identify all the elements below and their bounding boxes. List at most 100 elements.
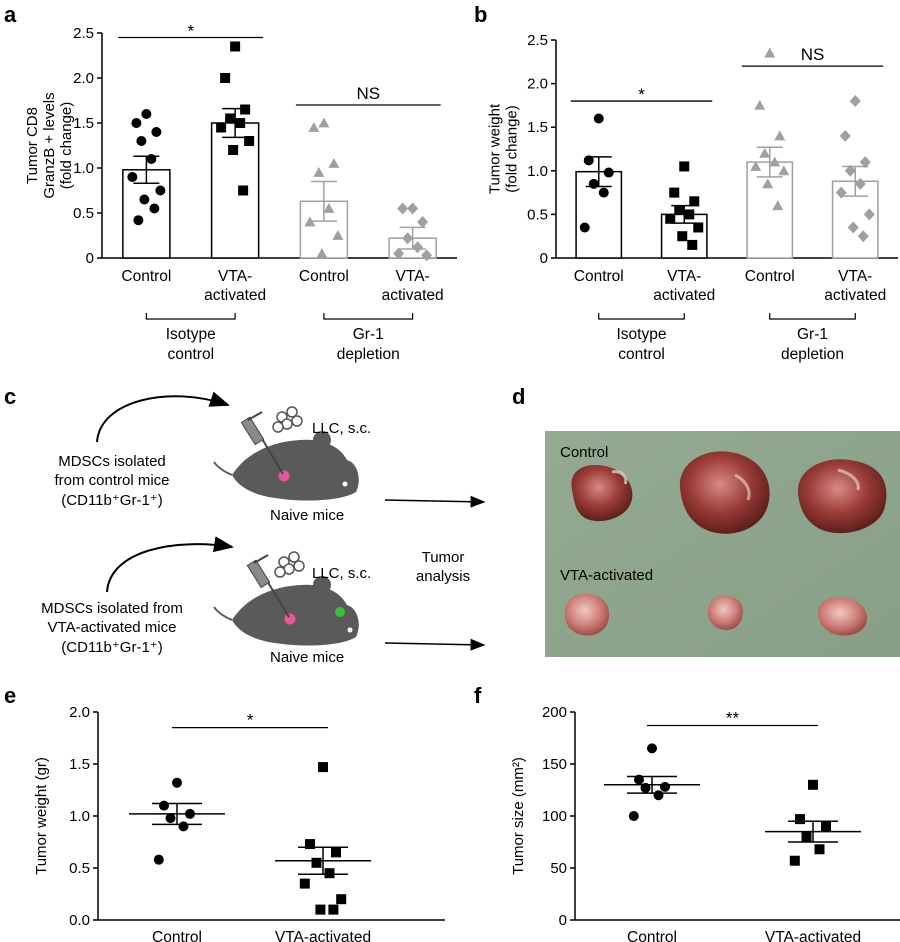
- data-point: [417, 216, 429, 228]
- tumor-control-1: [571, 465, 633, 522]
- y-tick-label: 150: [542, 756, 567, 773]
- significance-label: *: [638, 85, 645, 104]
- panel-label-d: d: [512, 384, 525, 409]
- data-point: [151, 127, 162, 137]
- data-point: [127, 172, 138, 182]
- data-point: [801, 831, 812, 842]
- data-point: [155, 185, 166, 196]
- y-tick-label: 0: [559, 912, 567, 929]
- data-point: [628, 811, 639, 821]
- data-point: [185, 808, 195, 819]
- mouse-icon: [213, 576, 359, 646]
- y-axis-label: (fold change): [58, 102, 75, 190]
- data-point: [139, 194, 150, 205]
- arrow-bottom-to-analysis: [384, 638, 486, 651]
- data-point: [336, 894, 347, 905]
- data-point: [318, 117, 330, 128]
- cells-icon: [272, 406, 303, 433]
- y-tick-label: 1.0: [527, 163, 548, 180]
- data-point: [235, 118, 246, 128]
- data-point: [859, 156, 871, 169]
- y-tick-label: 100: [542, 808, 567, 825]
- data-point: [795, 814, 805, 825]
- y-axis-label: Tumor CD8: [24, 107, 41, 184]
- syringe-icon: [246, 554, 290, 618]
- data-point: [598, 187, 609, 198]
- y-tick-label: 2.0: [69, 704, 90, 721]
- donor-cell-dot: [335, 607, 345, 617]
- tumor-control-3: [797, 459, 887, 534]
- diagram-bottom-line-2: VTA-activated mice: [48, 619, 177, 636]
- category-label: VTA-: [838, 268, 872, 285]
- y-tick-label: 2.0: [527, 76, 548, 93]
- bar: [575, 170, 623, 259]
- y-tick-label: 50: [550, 860, 567, 877]
- group-bracket: [598, 313, 685, 320]
- data-point: [754, 99, 766, 110]
- data-point: [318, 762, 328, 773]
- category-label: Control: [745, 268, 795, 285]
- tumor-vta-2: [708, 595, 743, 630]
- arrow-top-to-analysis: [384, 495, 486, 508]
- y-tick-label: 0: [86, 250, 94, 267]
- diagram-top-mice: Naive mice: [270, 507, 344, 524]
- y-tick-label: 1.5: [527, 119, 548, 136]
- data-point: [228, 145, 239, 155]
- significance-label: **: [726, 709, 740, 728]
- y-tick-label: 0.5: [73, 205, 94, 222]
- data-point: [328, 158, 340, 168]
- group-bracket: [323, 313, 414, 320]
- diagram-top-line-1: MDSCs isolated: [58, 453, 166, 470]
- diagram-top-marker: (CD11b⁺Gr-1⁺): [61, 492, 162, 509]
- y-axis-label: Tumor weight: [487, 103, 504, 194]
- data-point: [665, 213, 676, 224]
- panel-e-chart: 0.0 0.5 1.0 1.5 2.0 Tumor weight (gr) Control V…: [33, 704, 445, 942]
- data-point: [687, 239, 698, 250]
- category-label: Control: [121, 268, 171, 285]
- data-point: [759, 147, 771, 158]
- category-label: VTA-: [396, 268, 430, 285]
- photo-label-control: Control: [560, 444, 608, 461]
- data-point: [684, 209, 695, 220]
- category-label: Control: [299, 268, 349, 285]
- significance-label: NS: [356, 84, 380, 103]
- panel-label-c: c: [4, 384, 16, 409]
- category-label: VTA-activated: [275, 929, 371, 942]
- data-point: [421, 249, 433, 262]
- tumor-analysis-line-2: analysis: [416, 568, 470, 585]
- significance-label: *: [247, 711, 254, 730]
- data-point: [240, 104, 251, 115]
- data-point: [839, 129, 851, 142]
- data-point: [603, 167, 614, 178]
- mouse-icon: [213, 431, 359, 501]
- y-tick-label: 2.5: [527, 32, 548, 49]
- data-point: [244, 136, 255, 146]
- y-axis-label: Tumor size (mm²): [510, 757, 527, 875]
- data-point: [634, 774, 644, 785]
- data-point: [313, 167, 325, 177]
- tumor-control-2: [679, 451, 770, 534]
- data-point: [640, 782, 651, 793]
- diagram-bottom-marker: (CD11b⁺Gr-1⁺): [61, 639, 162, 656]
- diagram-bottom-mice: Naive mice: [270, 649, 344, 666]
- data-point: [854, 177, 866, 190]
- data-point: [653, 790, 664, 801]
- data-point: [316, 248, 328, 258]
- data-point: [324, 868, 335, 879]
- data-point: [647, 743, 657, 754]
- data-point: [593, 113, 604, 124]
- y-tick-label: 0.0: [69, 912, 90, 929]
- data-point: [149, 203, 160, 214]
- data-point: [153, 854, 164, 865]
- y-tick-label: 2.5: [73, 25, 94, 42]
- data-point: [774, 130, 786, 141]
- data-point: [660, 781, 670, 792]
- group-label: depletion: [781, 346, 844, 363]
- diagram-bottom-injection: LLC, s.c.: [312, 565, 371, 582]
- group-label: Isotype: [617, 326, 667, 343]
- injection-site-dot: [284, 613, 296, 625]
- panel-f-chart: 0 50 100 150 200 Tumor size (mm²) Control VTA-a…: [510, 704, 900, 942]
- data-point: [847, 221, 859, 234]
- data-point: [331, 847, 341, 858]
- diagram-top-injection: LLC, s.c.: [312, 420, 371, 437]
